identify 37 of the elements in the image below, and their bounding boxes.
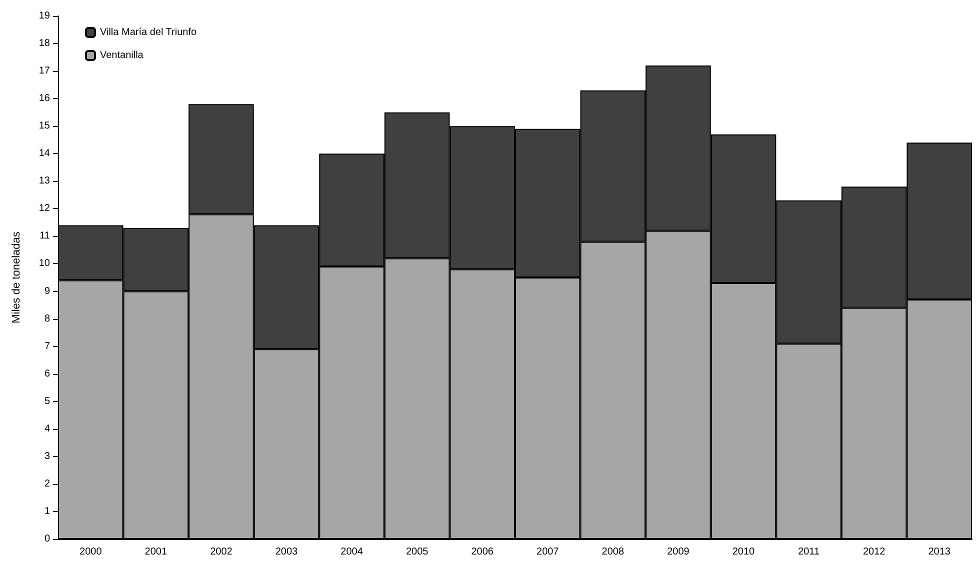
y-tick-label: 2 [44,478,50,490]
x-tick-label: 2006 [471,546,494,558]
x-tick-label: 2013 [928,546,951,558]
x-tick-label: 2008 [602,546,624,558]
x-tick-label: 2010 [732,546,756,558]
x-tick-label: 2001 [144,546,168,558]
legend-label: Villa María del Triunfo [100,27,197,38]
x-tick-label: 2002 [210,546,233,558]
x-tick-label: 2012 [862,546,886,558]
y-tick-label: 0 [44,534,50,544]
y-tick-label: 5 [44,396,50,407]
y-tick-label: 7 [44,340,50,352]
x-tick-label: 2007 [536,546,560,558]
y-tick-label: 13 [38,176,50,187]
y-tick-label: 10 [38,258,50,270]
x-tick-label: 2011 [798,546,820,558]
y-tick-label: 3 [44,450,50,462]
y-tick-label: 15 [38,120,50,132]
y-tick-label: 18 [38,38,50,50]
x-tick-label: 2003 [275,546,298,558]
y-tick-label: 19 [38,10,50,22]
y-tick-label: 11 [40,230,50,242]
y-tick-label: 16 [38,93,50,104]
y-tick-label: 4 [44,423,50,434]
y-tick-label: 9 [44,286,50,297]
y-tick-label: 12 [38,203,50,214]
x-tick-label: 2000 [80,546,102,558]
y-tick-label: 6 [44,368,50,380]
y-axis-title: Miles de toneladas [10,231,22,324]
y-tick-label: 17 [38,66,50,77]
legend-label: Ventanilla [100,50,144,61]
y-tick-label: 14 [38,148,50,160]
x-tick-label: 2004 [340,546,364,558]
y-tick-label: 1 [44,506,50,517]
x-tick-label: 2009 [667,546,690,558]
x-tick-label: 2005 [406,546,429,558]
y-tick-label: 8 [44,313,50,324]
